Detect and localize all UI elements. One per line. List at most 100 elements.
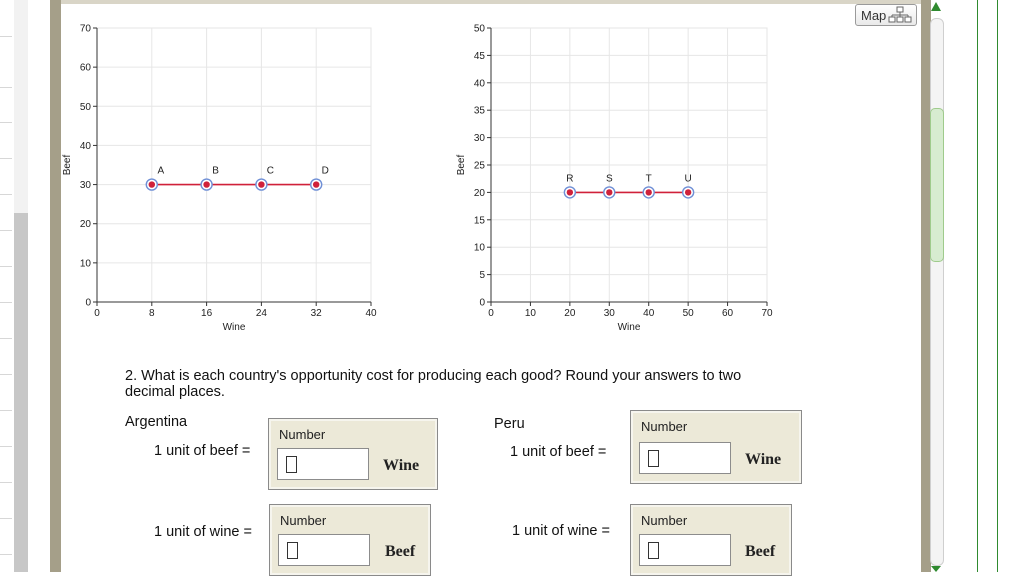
rail-divider — [0, 410, 12, 411]
y-tick-label: 35 — [474, 106, 486, 117]
y-tick-label: 50 — [80, 102, 92, 113]
country-argentina: Argentina — [125, 414, 188, 430]
rail-divider — [0, 446, 12, 447]
window-frame-right — [921, 0, 931, 572]
y-tick-label: 40 — [80, 141, 92, 152]
text-cursor-icon — [648, 450, 659, 467]
right-panel-line — [997, 0, 998, 572]
point-marker-u — [684, 189, 692, 196]
rail-divider — [0, 374, 12, 375]
unit-label: Wine — [745, 451, 782, 468]
scroll-down-arrow-icon[interactable] — [931, 566, 941, 572]
y-tick-label: 50 — [474, 24, 486, 35]
argentina-beef-label: 1 unit of beef = — [154, 443, 251, 459]
window-frame-left — [50, 0, 61, 572]
text-cursor-icon — [286, 456, 297, 473]
right-panel — [931, 0, 1018, 572]
peru-beef-label: 1 unit of beef = — [510, 444, 607, 460]
argentina-wine-answer: Number Beef — [269, 504, 431, 576]
point-label-d: D — [322, 166, 329, 177]
unit-label: Beef — [745, 543, 776, 560]
rail-divider — [0, 338, 12, 339]
text-cursor-icon — [648, 542, 659, 559]
map-button-label: Map — [861, 7, 887, 23]
point-marker-c — [258, 181, 265, 188]
peru-wine-input[interactable] — [639, 534, 731, 566]
text-cursor-icon — [287, 542, 298, 559]
y-tick-label: 5 — [479, 270, 485, 281]
peru-wine-answer: Number Beef — [630, 504, 792, 576]
map-button[interactable]: Map — [855, 4, 917, 26]
rail-divider — [0, 266, 12, 267]
x-axis-label: Wine — [223, 322, 246, 333]
y-tick-label: 25 — [474, 161, 486, 172]
sitemap-icon — [888, 6, 912, 23]
point-marker-b — [203, 181, 210, 188]
rail-divider — [0, 482, 12, 483]
y-axis-label: Beef — [456, 154, 467, 175]
x-axis-label: Wine — [618, 322, 641, 333]
y-tick-label: 15 — [474, 215, 486, 226]
x-tick-label: 70 — [761, 308, 773, 319]
content-top-border — [61, 0, 921, 4]
rail-divider — [0, 518, 12, 519]
point-marker-a — [148, 181, 155, 188]
x-tick-label: 24 — [256, 308, 268, 319]
x-tick-label: 8 — [149, 308, 155, 319]
scroll-up-arrow-icon[interactable] — [931, 2, 941, 11]
point-label-b: B — [212, 166, 219, 177]
y-tick-label: 20 — [474, 188, 486, 199]
x-tick-label: 0 — [488, 308, 494, 319]
rail-divider — [0, 122, 12, 123]
x-tick-label: 50 — [683, 308, 695, 319]
left-scrollbar-thumb[interactable] — [14, 213, 28, 572]
peru-beef-answer: Number Wine — [630, 410, 802, 484]
number-caption: Number — [641, 513, 688, 528]
peru-beef-input[interactable] — [639, 442, 731, 474]
y-tick-label: 30 — [474, 133, 486, 144]
point-label-u: U — [685, 173, 692, 184]
rail-divider — [0, 158, 12, 159]
left-panel — [0, 0, 14, 572]
argentina-wine-input[interactable] — [278, 534, 370, 566]
question-text: 2. What is each country's opportunity co… — [125, 368, 742, 400]
x-tick-label: 16 — [201, 308, 213, 319]
point-label-t: T — [646, 173, 652, 184]
y-tick-label: 20 — [80, 219, 92, 230]
y-tick-label: 45 — [474, 51, 486, 62]
y-tick-label: 0 — [479, 298, 485, 309]
number-caption: Number — [280, 513, 327, 528]
unit-label: Wine — [383, 457, 420, 474]
x-tick-label: 32 — [311, 308, 323, 319]
rail-divider — [0, 87, 12, 88]
y-tick-label: 30 — [80, 180, 92, 191]
argentina-wine-label: 1 unit of wine = — [154, 524, 252, 540]
point-marker-t — [645, 189, 652, 196]
y-tick-label: 70 — [80, 24, 92, 35]
point-marker-r — [566, 189, 574, 196]
rail-divider — [0, 230, 12, 231]
point-label-a: A — [157, 166, 164, 177]
y-tick-label: 60 — [80, 63, 92, 74]
y-tick-label: 0 — [85, 298, 91, 309]
point-label-s: S — [606, 173, 613, 184]
x-tick-label: 20 — [564, 308, 576, 319]
scrollbar-thumb[interactable] — [930, 108, 944, 262]
argentina-beef-input[interactable] — [277, 448, 369, 480]
y-tick-label: 10 — [474, 243, 486, 254]
x-tick-label: 0 — [94, 308, 100, 319]
right-panel-line — [977, 0, 978, 572]
point-marker-d — [313, 181, 320, 188]
x-tick-label: 40 — [643, 308, 655, 319]
x-tick-label: 10 — [525, 308, 537, 319]
point-marker-s — [606, 189, 613, 196]
x-tick-label: 40 — [365, 308, 377, 319]
country-peru: Peru — [494, 416, 525, 432]
rail-divider — [0, 554, 12, 555]
x-tick-label: 60 — [722, 308, 734, 319]
peru-wine-label: 1 unit of wine = — [512, 523, 610, 539]
y-tick-label: 10 — [80, 258, 92, 269]
number-caption: Number — [279, 427, 326, 442]
plot-area — [96, 27, 372, 303]
